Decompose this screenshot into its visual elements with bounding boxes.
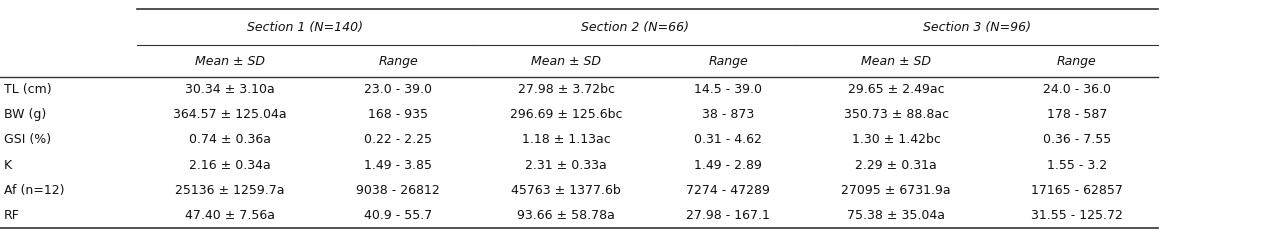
Text: 17165 - 62857: 17165 - 62857	[1031, 184, 1122, 197]
Text: GSI (%): GSI (%)	[4, 134, 51, 147]
Text: Range: Range	[378, 55, 418, 68]
Text: 2.29 ± 0.31a: 2.29 ± 0.31a	[856, 159, 937, 172]
Text: 0.22 - 2.25: 0.22 - 2.25	[364, 134, 432, 147]
Text: 1.55 - 3.2: 1.55 - 3.2	[1047, 159, 1107, 172]
Text: Range: Range	[1057, 55, 1097, 68]
Text: 0.31 - 4.62: 0.31 - 4.62	[694, 134, 762, 147]
Text: 93.66 ± 58.78a: 93.66 ± 58.78a	[517, 209, 616, 222]
Text: 9038 - 26812: 9038 - 26812	[356, 184, 440, 197]
Text: 25136 ± 1259.7a: 25136 ± 1259.7a	[176, 184, 284, 197]
Text: 29.65 ± 2.49ac: 29.65 ± 2.49ac	[848, 83, 944, 96]
Text: K: K	[4, 159, 11, 172]
Text: 7274 - 47289: 7274 - 47289	[686, 184, 770, 197]
Text: 2.31 ± 0.33a: 2.31 ± 0.33a	[526, 159, 607, 172]
Text: 1.49 - 2.89: 1.49 - 2.89	[694, 159, 762, 172]
Text: 2.16 ± 0.34a: 2.16 ± 0.34a	[190, 159, 270, 172]
Text: Section 1 (N=140): Section 1 (N=140)	[246, 21, 363, 34]
Text: 45763 ± 1377.6b: 45763 ± 1377.6b	[512, 184, 621, 197]
Text: Section 2 (N=66): Section 2 (N=66)	[580, 21, 689, 34]
Text: 1.49 - 3.85: 1.49 - 3.85	[364, 159, 432, 172]
Text: 168 - 935: 168 - 935	[368, 108, 428, 121]
Text: 75.38 ± 35.04a: 75.38 ± 35.04a	[847, 209, 945, 222]
Text: 24.0 - 36.0: 24.0 - 36.0	[1043, 83, 1111, 96]
Text: Mean ± SD: Mean ± SD	[195, 55, 265, 68]
Text: 38 - 873: 38 - 873	[702, 108, 755, 121]
Text: RF: RF	[4, 209, 20, 222]
Text: 23.0 - 39.0: 23.0 - 39.0	[364, 83, 432, 96]
Text: 27.98 ± 3.72bc: 27.98 ± 3.72bc	[518, 83, 614, 96]
Text: BW (g): BW (g)	[4, 108, 46, 121]
Text: 0.74 ± 0.36a: 0.74 ± 0.36a	[190, 134, 270, 147]
Text: Mean ± SD: Mean ± SD	[861, 55, 932, 68]
Text: 14.5 - 39.0: 14.5 - 39.0	[694, 83, 762, 96]
Text: 296.69 ± 125.6bc: 296.69 ± 125.6bc	[509, 108, 623, 121]
Text: Af (n=12): Af (n=12)	[4, 184, 64, 197]
Text: Section 3 (N=96): Section 3 (N=96)	[923, 21, 1031, 34]
Text: Mean ± SD: Mean ± SD	[531, 55, 602, 68]
Text: 1.18 ± 1.13ac: 1.18 ± 1.13ac	[522, 134, 611, 147]
Text: TL (cm): TL (cm)	[4, 83, 52, 96]
Text: 40.9 - 55.7: 40.9 - 55.7	[364, 209, 432, 222]
Text: Range: Range	[708, 55, 748, 68]
Text: 364.57 ± 125.04a: 364.57 ± 125.04a	[173, 108, 287, 121]
Text: 47.40 ± 7.56a: 47.40 ± 7.56a	[185, 209, 276, 222]
Text: 27.98 - 167.1: 27.98 - 167.1	[686, 209, 770, 222]
Text: 31.55 - 125.72: 31.55 - 125.72	[1031, 209, 1122, 222]
Text: 27095 ± 6731.9a: 27095 ± 6731.9a	[842, 184, 951, 197]
Text: 350.73 ± 88.8ac: 350.73 ± 88.8ac	[843, 108, 949, 121]
Text: 30.34 ± 3.10a: 30.34 ± 3.10a	[185, 83, 276, 96]
Text: 0.36 - 7.55: 0.36 - 7.55	[1043, 134, 1111, 147]
Text: 1.30 ± 1.42bc: 1.30 ± 1.42bc	[852, 134, 940, 147]
Text: 178 - 587: 178 - 587	[1047, 108, 1107, 121]
